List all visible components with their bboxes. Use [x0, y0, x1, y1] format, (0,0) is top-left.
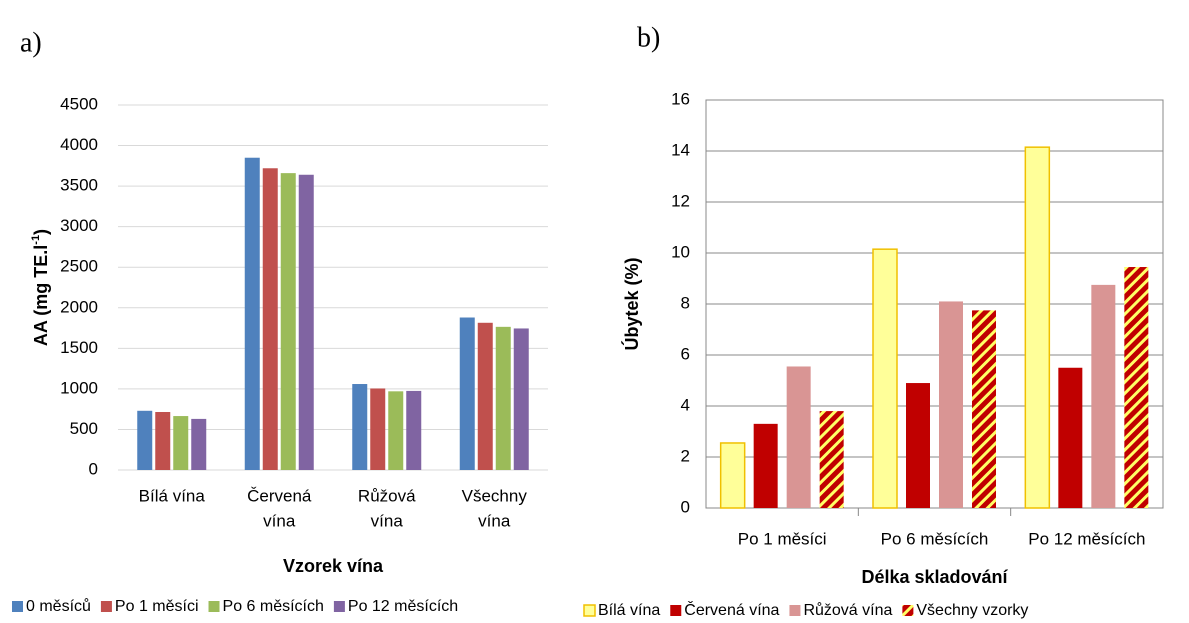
legend-swatch: [902, 605, 914, 616]
y-axis-title: Úbytek (%): [621, 257, 642, 350]
bar: [495, 326, 511, 470]
legend-label: 0 měsíců: [26, 597, 91, 615]
x-axis-title: Vzorek vína: [283, 556, 384, 576]
bar: [298, 174, 314, 470]
bar: [906, 383, 930, 508]
bar: [173, 416, 189, 470]
bar: [939, 301, 963, 508]
x-tick-label: Všechny: [462, 486, 528, 505]
y-axis-title-part: Úbytek (%): [621, 257, 642, 350]
bar: [872, 248, 898, 509]
y-axis-title-part: AA (mg TE.l: [31, 245, 51, 346]
bar: [137, 410, 153, 470]
y-tick-label: 4000: [60, 135, 98, 154]
panel-label: b): [637, 22, 660, 53]
y-tick-label: 2500: [60, 257, 98, 276]
bar: [719, 442, 746, 509]
bar: [406, 390, 422, 470]
y-axis-title: AA (mg TE.l-1): [30, 229, 51, 346]
bar: [819, 411, 844, 508]
legend-swatch: [12, 601, 23, 612]
legend-swatch: [583, 604, 596, 617]
legend-swatch: [670, 605, 682, 616]
bar: [280, 173, 296, 470]
bar: [513, 328, 529, 470]
legend-label: Po 1 měsíci: [115, 598, 199, 615]
y-tick-label: 0: [681, 497, 690, 516]
y-tick-label: 2000: [60, 297, 98, 316]
y-tick-label: 1500: [60, 338, 98, 357]
y-tick-label: 12: [671, 191, 690, 210]
x-tick-label: vína: [371, 511, 404, 530]
x-tick-label: Růžová: [358, 486, 416, 505]
legend-swatch: [333, 601, 345, 612]
bar: [477, 322, 493, 470]
bar: [1058, 367, 1083, 508]
bar: [191, 418, 207, 470]
bar: [1024, 146, 1051, 509]
bar: [753, 423, 778, 508]
bar: [459, 317, 475, 470]
x-axis-title: Délka skladování: [861, 567, 1008, 587]
panel-label: a): [20, 27, 42, 58]
bar: [262, 168, 278, 470]
y-tick-label: 6: [681, 344, 690, 363]
x-tick-label: Červená: [247, 486, 312, 505]
x-tick-label: Po 12 měsících: [1028, 529, 1145, 548]
x-tick-label: vína: [478, 511, 511, 530]
bar: [155, 412, 171, 470]
legend-swatch: [208, 601, 220, 612]
legend-swatch: [789, 605, 801, 616]
y-tick-label: 4500: [60, 94, 98, 113]
y-tick-label: 10: [671, 242, 690, 261]
legend-label: Všechny vzorky: [916, 602, 1028, 619]
bar: [370, 388, 386, 470]
bar: [352, 384, 368, 470]
x-tick-label: Po 1 měsíci: [738, 529, 827, 548]
y-tick-label: 500: [70, 419, 98, 438]
legend-label: Růžová vína: [803, 601, 892, 619]
bar: [972, 310, 996, 508]
legend-label: Po 12 měsících: [348, 598, 458, 615]
legend-label: Červená vína: [684, 600, 779, 619]
y-axis-title-part: -1: [30, 235, 42, 245]
y-tick-label: 8: [681, 293, 690, 312]
y-tick-label: 0: [89, 459, 98, 478]
y-tick-label: 14: [671, 140, 690, 159]
legend-label: Po 6 měsících: [223, 598, 324, 615]
x-tick-label: vína: [263, 511, 296, 530]
y-axis-title-part: ): [31, 229, 51, 235]
x-tick-label: Po 6 měsících: [881, 529, 989, 548]
x-tick-label: Bílá vína: [139, 486, 206, 505]
legend-swatch: [100, 601, 112, 612]
y-tick-label: 2: [681, 446, 690, 465]
legend-label: Bílá vína: [598, 602, 660, 619]
y-tick-label: 3000: [60, 216, 98, 235]
bar: [1124, 267, 1149, 508]
bar: [1091, 284, 1116, 508]
y-tick-label: 4: [681, 395, 690, 414]
bar: [244, 157, 260, 470]
y-tick-label: 16: [671, 89, 690, 108]
y-tick-label: 3500: [60, 176, 98, 195]
bar: [388, 391, 404, 470]
y-tick-label: 1000: [60, 378, 98, 397]
bar: [786, 366, 811, 508]
